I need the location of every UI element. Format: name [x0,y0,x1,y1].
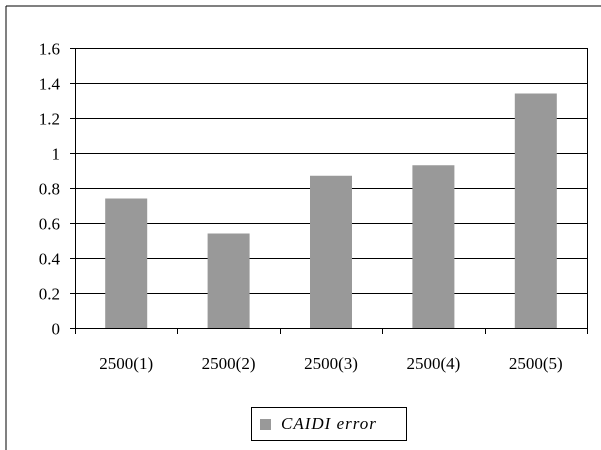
x-tick-labels: 2500(1) 2500(2) 2500(3) 2500(4) 2500(5) [99,354,562,373]
x-tick-label: 2500(1) [99,354,153,373]
x-tick-label: 2500(2) [202,354,256,373]
y-tick-label: 1 [52,145,61,164]
bars [105,93,557,328]
y-tick-labels: 0 0.2 0.4 0.6 0.8 1 1.2 1.4 1.6 [39,40,61,339]
bar-2500(1) [105,198,148,328]
y-tick-label: 1.2 [39,110,60,129]
x-tick-label: 2500(4) [406,354,460,373]
x-tick-label: 2500(3) [304,354,358,373]
y-tick-label: 0.2 [39,285,60,304]
legend: CAIDI error [251,407,407,441]
axes [70,48,588,334]
bar-2500(5) [514,93,557,328]
bar-2500(3) [310,175,352,328]
bar-2500(2) [207,233,250,328]
x-tick-label: 2500(5) [509,354,563,373]
legend-swatch [260,418,271,430]
legend-label: CAIDI error [281,414,377,433]
y-tick-label: 0 [52,320,61,339]
y-tick-label: 0.4 [39,250,61,269]
y-tick-label: 1.6 [39,40,60,59]
bar-2500(4) [412,165,455,328]
y-tick-label: 0.6 [39,215,60,234]
y-tick-label: 0.8 [39,180,60,199]
y-tick-label: 1.4 [39,75,61,94]
